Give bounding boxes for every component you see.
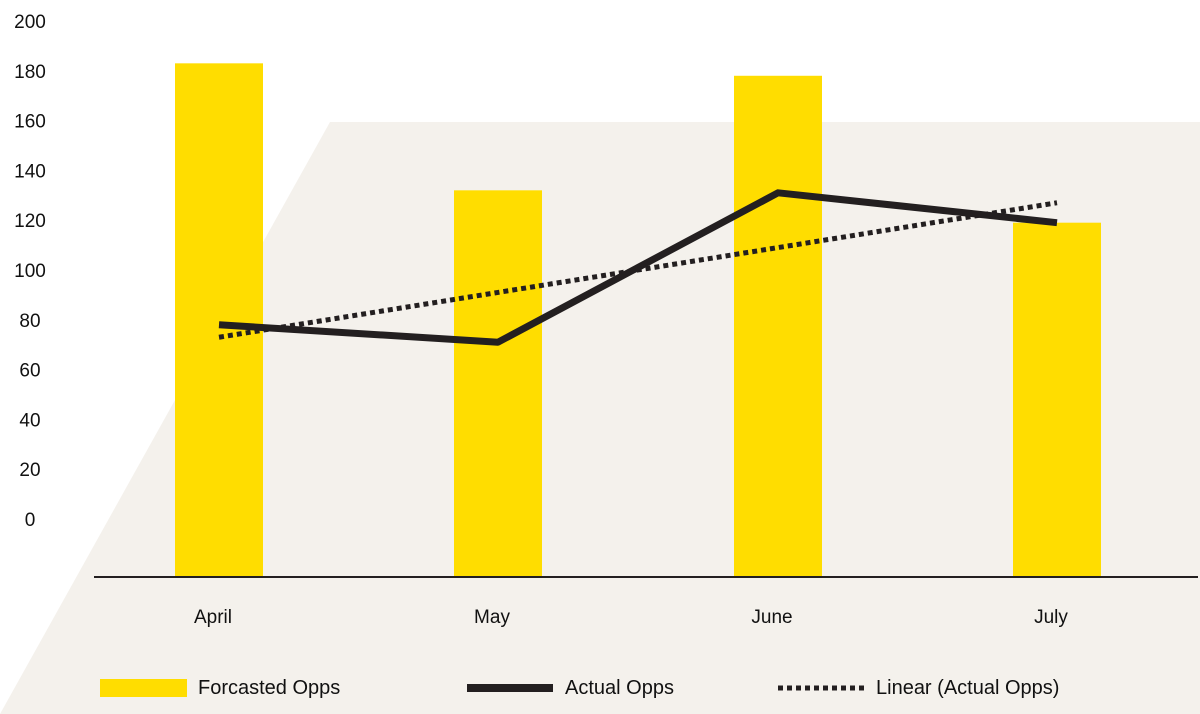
legend-item-forcasted-opps: Forcasted Opps [100, 677, 340, 699]
y-tick-label: 140 [14, 161, 46, 182]
x-axis-category-labels: April May June July [194, 607, 1068, 628]
y-tick-label: 100 [14, 261, 46, 282]
x-category-label: May [474, 607, 510, 628]
bar-series-forcasted-opps [175, 63, 1101, 577]
y-tick-label: 20 [19, 460, 40, 481]
y-tick-label: 60 [19, 361, 40, 382]
x-category-label: July [1034, 607, 1068, 628]
legend-label-actual-opps: Actual Opps [565, 677, 674, 699]
x-category-label: April [194, 607, 232, 628]
y-tick-label: 120 [14, 211, 46, 232]
y-tick-label: 200 [14, 12, 46, 33]
y-tick-label: 160 [14, 112, 46, 133]
legend: Forcasted Opps Actual Opps Linear (Actua… [100, 677, 1059, 699]
bar-may [454, 190, 542, 577]
legend-label-linear-actual-opps: Linear (Actual Opps) [876, 677, 1059, 699]
legend-swatch-forcasted-opps [100, 679, 187, 697]
legend-label-forcasted-opps: Forcasted Opps [198, 677, 340, 699]
y-tick-label: 180 [14, 62, 46, 83]
plot-background-panel [0, 122, 1200, 714]
bar-april [175, 63, 263, 577]
line-series-actual-opps [218, 189, 1058, 346]
legend-item-actual-opps: Actual Opps [467, 677, 674, 699]
legend-item-linear-actual-opps: Linear (Actual Opps) [778, 677, 1059, 699]
bar-july [1013, 222, 1101, 577]
x-category-label: June [751, 607, 792, 628]
y-tick-label: 0 [25, 510, 36, 531]
y-tick-label: 80 [19, 311, 40, 332]
y-tick-label: 40 [19, 410, 40, 431]
bar-june [734, 75, 822, 577]
